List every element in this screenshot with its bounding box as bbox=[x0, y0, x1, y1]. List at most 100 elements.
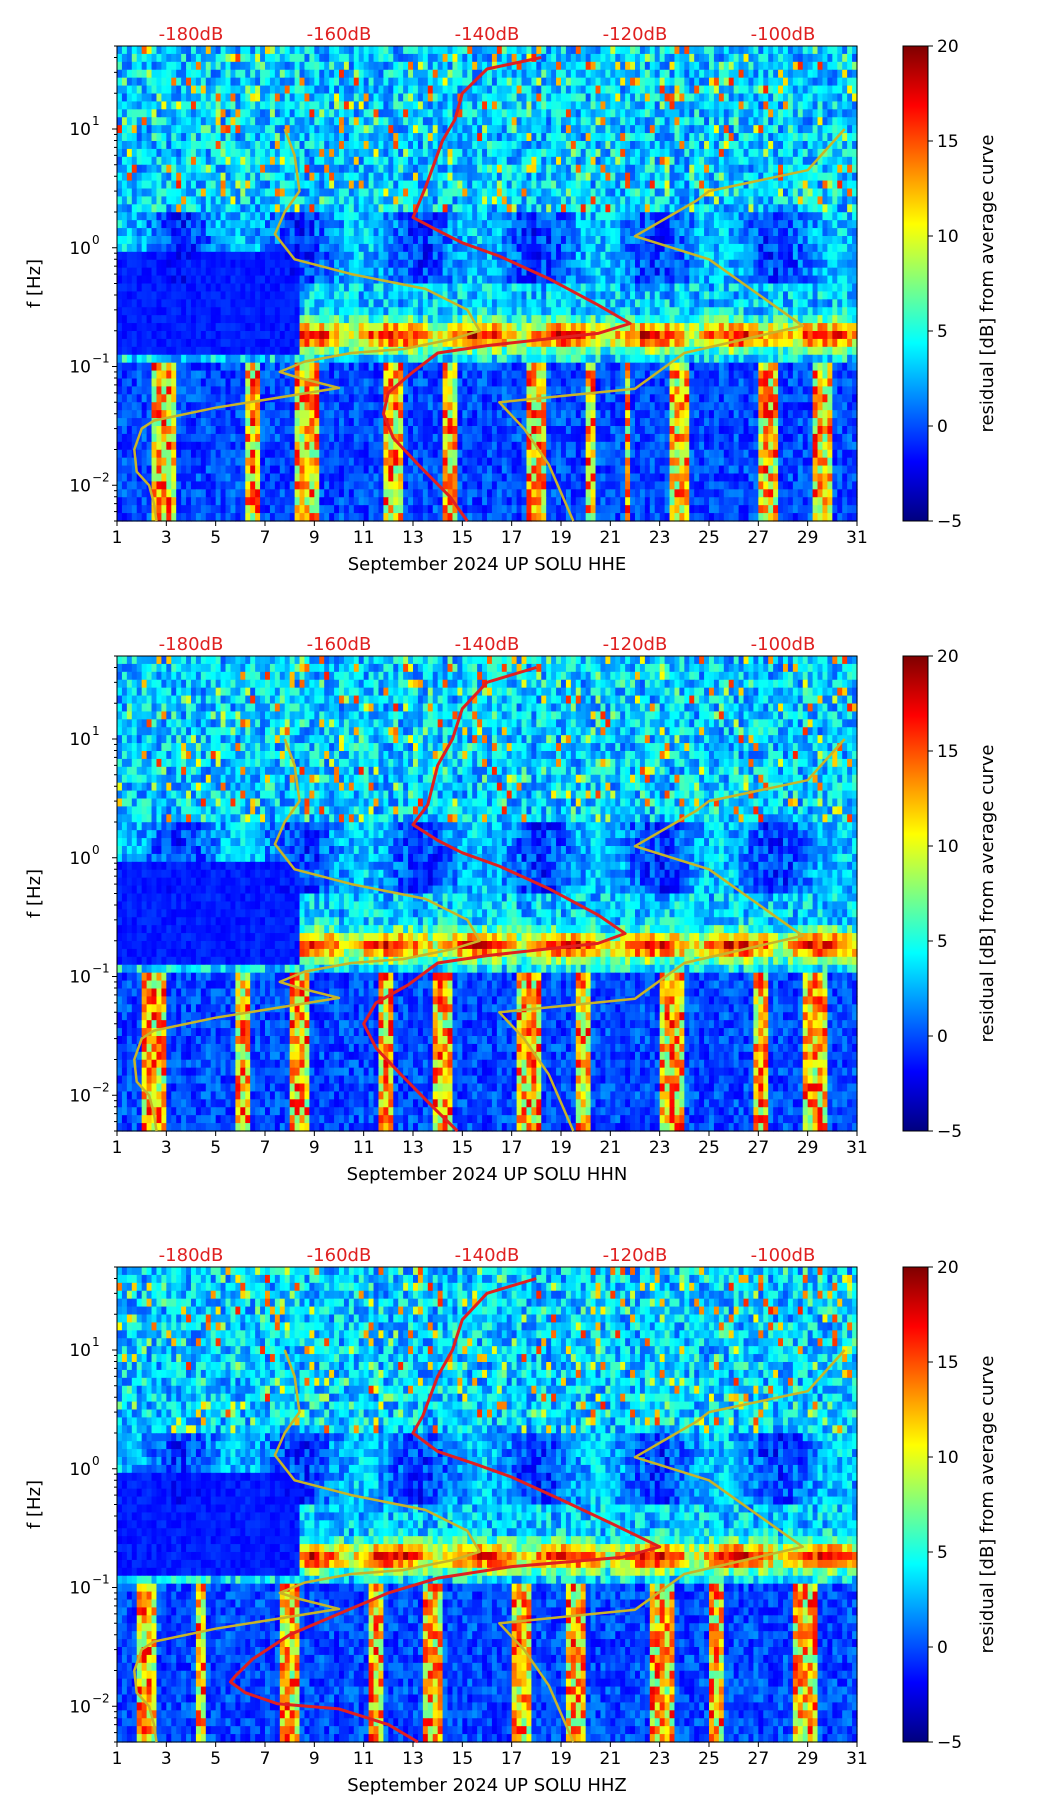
y-tick-label: 10 bbox=[69, 849, 91, 869]
x-tick-label: 7 bbox=[260, 528, 271, 548]
x-tick-label: 9 bbox=[309, 1749, 320, 1769]
y-axis-label: f [Hz] bbox=[24, 259, 45, 308]
db-scale-label: -160dB bbox=[307, 1245, 372, 1266]
x-tick-label: 19 bbox=[550, 528, 572, 548]
y-tick-exponent: −1 bbox=[92, 352, 110, 366]
db-scale-label: -180dB bbox=[159, 634, 224, 655]
y-tick-label: 10 bbox=[69, 1460, 91, 1480]
x-tick-label: 17 bbox=[501, 1138, 523, 1158]
y-tick-exponent: −2 bbox=[92, 1080, 110, 1094]
x-tick-label: 25 bbox=[698, 1138, 720, 1158]
x-tick-label: 29 bbox=[797, 1749, 819, 1769]
x-tick-label: 23 bbox=[649, 1749, 671, 1769]
x-tick-label: 13 bbox=[402, 1138, 424, 1158]
x-tick-label: 27 bbox=[748, 528, 770, 548]
y-tick-exponent: −1 bbox=[92, 962, 110, 976]
y-tick-exponent: 1 bbox=[92, 1335, 100, 1349]
x-tick-label: 21 bbox=[600, 1138, 622, 1158]
y-tick-label: 10 bbox=[69, 120, 91, 140]
colorbar-tick-label: 20 bbox=[937, 37, 959, 57]
x-tick-label: 7 bbox=[260, 1138, 271, 1158]
figure: 1 3 5 7 9 11 13 15 17 19 21 23 25 27 29 3110−210−110010… bbox=[0, 0, 1052, 1806]
db-scale-label: -100dB bbox=[751, 634, 816, 655]
x-tick-label: 7 bbox=[260, 1749, 271, 1769]
db-scale-label: -140dB bbox=[455, 634, 520, 655]
x-tick-label: 13 bbox=[402, 528, 424, 548]
x-tick-label: 17 bbox=[501, 1749, 523, 1769]
colorbar-label: residual [dB] from average curve bbox=[977, 1355, 998, 1653]
colorbar-tick-label: 10 bbox=[937, 1448, 959, 1468]
colorbar-tick-label: 0 bbox=[937, 417, 948, 437]
db-scale-label: -120dB bbox=[603, 634, 668, 655]
x-tick-label: 5 bbox=[210, 1138, 221, 1158]
colorbar-tick-label: 15 bbox=[937, 132, 959, 152]
spectrogram-image bbox=[117, 1267, 858, 1743]
x-tick-label: 17 bbox=[501, 528, 523, 548]
colorbar-tick-label: 5 bbox=[937, 1543, 948, 1563]
x-tick-label: 23 bbox=[649, 528, 671, 548]
colorbar-tick-label: −5 bbox=[937, 512, 962, 532]
colorbar bbox=[903, 656, 928, 1131]
x-tick-label: 19 bbox=[550, 1138, 572, 1158]
y-tick-exponent: 1 bbox=[92, 724, 100, 738]
y-axis-label: f [Hz] bbox=[24, 1480, 45, 1529]
x-tick-label: 5 bbox=[210, 1749, 221, 1769]
colorbar-tick-label: −5 bbox=[937, 1733, 962, 1753]
y-tick-label: 10 bbox=[69, 476, 91, 496]
db-scale-label: -140dB bbox=[455, 1245, 520, 1266]
colorbar-tick-label: 20 bbox=[937, 1258, 959, 1278]
x-tick-label: 23 bbox=[649, 1138, 671, 1158]
x-tick-label: 1 bbox=[112, 528, 123, 548]
x-tick-label: 25 bbox=[698, 1749, 720, 1769]
y-axis-label: f [Hz] bbox=[24, 869, 45, 918]
x-tick-label: 31 bbox=[846, 1749, 868, 1769]
y-tick-exponent: −2 bbox=[92, 1691, 110, 1705]
db-scale-label: -100dB bbox=[751, 1245, 816, 1266]
y-tick-exponent: −2 bbox=[92, 470, 110, 484]
colorbar-tick-label: −5 bbox=[937, 1122, 962, 1142]
x-tick-label: 31 bbox=[846, 1138, 868, 1158]
x-tick-label: 31 bbox=[846, 528, 868, 548]
y-tick-label: 10 bbox=[69, 968, 91, 988]
x-tick-label: 11 bbox=[353, 1138, 375, 1158]
db-scale-label: -160dB bbox=[307, 634, 372, 655]
colorbar-tick-label: 15 bbox=[937, 1353, 959, 1373]
colorbar-label: residual [dB] from average curve bbox=[977, 134, 998, 432]
spectrogram-image bbox=[117, 656, 858, 1132]
x-tick-label: 1 bbox=[112, 1138, 123, 1158]
x-tick-label: 21 bbox=[600, 528, 622, 548]
x-tick-label: 3 bbox=[161, 528, 172, 548]
y-tick-exponent: 1 bbox=[92, 114, 100, 128]
x-tick-label: 27 bbox=[748, 1138, 770, 1158]
x-axis-label: September 2024 UP SOLU HHZ bbox=[347, 1775, 627, 1796]
db-scale-label: -180dB bbox=[159, 1245, 224, 1266]
x-tick-label: 9 bbox=[309, 1138, 320, 1158]
db-scale-label: -100dB bbox=[751, 24, 816, 45]
x-tick-label: 5 bbox=[210, 528, 221, 548]
colorbar-tick-label: 0 bbox=[937, 1027, 948, 1047]
colorbar bbox=[903, 46, 928, 521]
x-tick-label: 25 bbox=[698, 528, 720, 548]
y-tick-label: 10 bbox=[69, 239, 91, 259]
x-axis-label: September 2024 UP SOLU HHN bbox=[347, 1164, 628, 1185]
colorbar-tick-label: 5 bbox=[937, 322, 948, 342]
y-tick-label: 10 bbox=[69, 730, 91, 750]
y-tick-exponent: 0 bbox=[92, 843, 100, 857]
db-scale-label: -120dB bbox=[603, 1245, 668, 1266]
x-tick-label: 19 bbox=[550, 1749, 572, 1769]
db-scale-label: -160dB bbox=[307, 24, 372, 45]
y-tick-label: 10 bbox=[69, 1086, 91, 1106]
x-tick-label: 29 bbox=[797, 1138, 819, 1158]
y-tick-label: 10 bbox=[69, 358, 91, 378]
x-axis-label: September 2024 UP SOLU HHE bbox=[348, 554, 627, 575]
x-tick-label: 15 bbox=[452, 528, 474, 548]
y-tick-exponent: −1 bbox=[92, 1573, 110, 1587]
colorbar-tick-label: 10 bbox=[937, 837, 959, 857]
colorbar-tick-label: 10 bbox=[937, 227, 959, 247]
spectrogram-image bbox=[117, 46, 858, 522]
y-tick-label: 10 bbox=[69, 1579, 91, 1599]
x-tick-label: 11 bbox=[353, 528, 375, 548]
